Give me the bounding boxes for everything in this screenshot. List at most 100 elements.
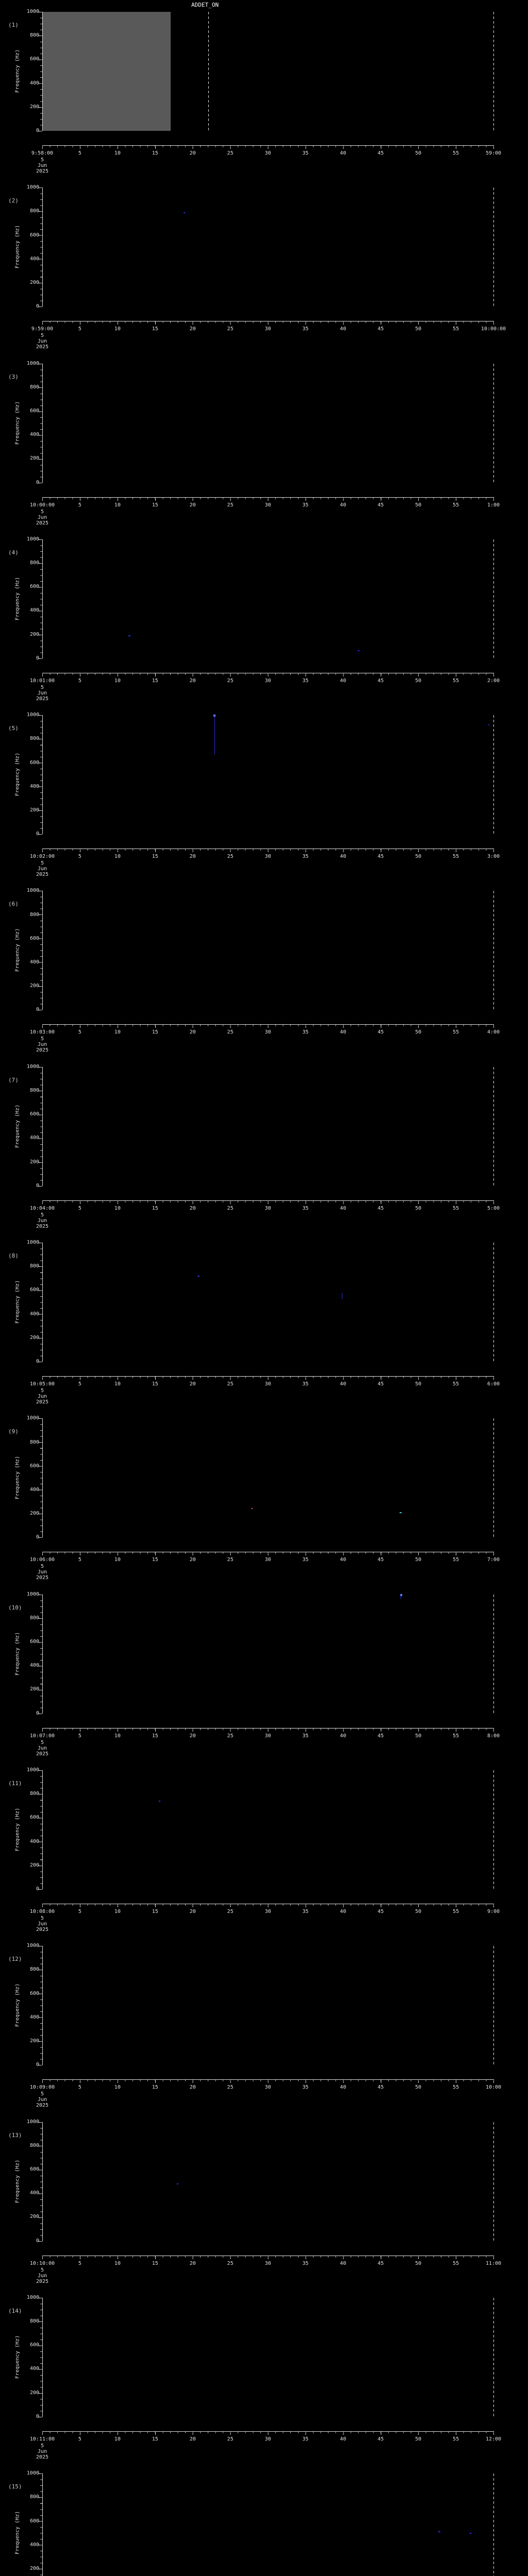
x-tick-label: 10 (114, 1029, 121, 1036)
y-tick-label: 400 (29, 2541, 39, 2548)
x-tick-label: 10 (114, 677, 121, 684)
panel-index-label: (14) (8, 2307, 22, 2314)
x-tick-label: 55 (453, 502, 459, 508)
y-tick-label: 600 (29, 1111, 39, 1117)
dashed-time-marker (493, 2122, 494, 2241)
y-axis-minor-ticks (40, 188, 42, 308)
y-axis-minor-ticks (40, 715, 42, 835)
x-axis-minor-ticks (42, 2431, 494, 2433)
x-tick-label: 5 (78, 326, 81, 332)
x-end-time-label: 10:00 (485, 2084, 502, 2091)
x-tick-label: 50 (415, 2436, 422, 2442)
spectrogram-panel-10: (10) Frequency (Hz) 1000 800 600 400 200 0 10… (0, 1583, 528, 1758)
panel-index-label: (9) (8, 1428, 19, 1435)
x-axis-major-ticks (42, 673, 494, 676)
date-month: Jun (37, 1217, 47, 1224)
date-day: 5 (40, 2267, 44, 2273)
y-tick-label: 200 (29, 280, 39, 286)
x-axis-major-ticks (42, 1728, 494, 1732)
panel-index-label: (7) (8, 1076, 19, 1083)
x-axis-minor-ticks (42, 321, 494, 324)
y-tick-label: 0 (36, 655, 39, 661)
x-axis-minor-ticks (42, 146, 494, 147)
date-year: 2025 (36, 2454, 49, 2460)
date-month: Jun (37, 2097, 47, 2103)
y-axis-minor-ticks (40, 1243, 42, 1363)
y-tick-label: 800 (29, 208, 39, 214)
spectrogram-panel-6: (6) Frequency (Hz) 1000 800 600 400 200 0 10:… (0, 879, 528, 1055)
date-year: 2025 (36, 344, 49, 350)
x-tick-label: 10 (114, 1908, 121, 1914)
x-tick-label: 50 (415, 1029, 422, 1036)
y-tick-label: 600 (29, 2518, 39, 2524)
y-tick-label: 600 (29, 2342, 39, 2348)
y-tick-label: 400 (29, 2366, 39, 2372)
panel-index-label: (12) (8, 1956, 22, 1963)
x-axis-major-ticks (42, 1377, 494, 1380)
x-tick-label: 10 (114, 1205, 121, 1211)
date-month: Jun (37, 1569, 47, 1575)
x-tick-label: 10 (114, 502, 121, 508)
x-tick-label: 35 (302, 1205, 309, 1211)
x-tick-label: 10 (114, 2436, 121, 2442)
x-tick-label: 35 (302, 1029, 309, 1036)
x-tick-label: 35 (302, 677, 309, 684)
y-axis-minor-ticks (40, 2297, 42, 2417)
x-start-time-label: 10:08:00 (29, 1908, 55, 1914)
y-axis-minor-ticks (40, 1770, 42, 1890)
y-axis-minor-ticks (40, 1066, 42, 1187)
dashed-time-marker (493, 1770, 494, 1889)
y-tick-label: 0 (36, 1007, 39, 1013)
y-axis-minor-ticks (40, 1418, 42, 1538)
y-axis-minor-ticks (40, 539, 42, 659)
x-axis-major-ticks (42, 1904, 494, 1907)
x-tick-label: 5 (78, 1908, 81, 1914)
x-end-time-label: 3:00 (487, 854, 500, 860)
x-tick-label: 35 (302, 1557, 309, 1563)
x-tick-label: 40 (340, 326, 346, 332)
x-tick-label: 10 (114, 150, 121, 156)
x-tick-label: 45 (377, 2260, 384, 2266)
x-tick-label: 15 (152, 150, 158, 156)
x-tick-label: 50 (415, 854, 422, 860)
x-tick-label: 20 (189, 2260, 196, 2266)
x-tick-label: 35 (302, 326, 309, 332)
x-end-time-label: 8:00 (487, 1733, 500, 1739)
x-tick-label: 40 (340, 2084, 346, 2091)
x-tick-label: 20 (189, 2084, 196, 2091)
date-month: Jun (37, 338, 47, 345)
dashed-time-marker (493, 363, 494, 483)
x-tick-label: 25 (227, 2436, 234, 2442)
x-tick-label: 45 (377, 1381, 384, 1387)
spectrogram-plot-area (42, 1066, 494, 1186)
y-tick-label: 200 (29, 2389, 39, 2396)
x-tick-label: 15 (152, 1557, 158, 1563)
x-tick-label: 5 (78, 1205, 81, 1211)
spectrogram-panel-7: (7) Frequency (Hz) 1000 800 600 400 200 0 10:… (0, 1055, 528, 1231)
date-day: 5 (40, 1388, 44, 1394)
x-tick-label: 15 (152, 854, 158, 860)
spectrogram-plot-area (42, 188, 494, 307)
x-tick-label: 40 (340, 1557, 346, 1563)
x-tick-label: 10 (114, 2260, 121, 2266)
x-tick-label: 20 (189, 1733, 196, 1739)
y-tick-label: 0 (36, 1534, 39, 1540)
y-tick-label: 200 (29, 455, 39, 462)
panel-index-label: (6) (8, 901, 19, 908)
x-tick-label: 45 (377, 502, 384, 508)
dashed-time-marker (493, 2473, 494, 2576)
detection-marker (251, 1507, 253, 1509)
spectrogram-plot-area (42, 1946, 494, 2065)
x-tick-label: 10 (114, 854, 121, 860)
x-axis-major-ticks (42, 146, 494, 149)
x-tick-label: 30 (265, 677, 271, 684)
x-tick-label: 5 (78, 677, 81, 684)
x-start-time-label: 10:00:00 (29, 502, 55, 508)
y-tick-label: 0 (36, 303, 39, 310)
y-axis-minor-ticks (40, 1594, 42, 1714)
date-year: 2025 (36, 520, 49, 526)
x-end-time-label: 12:00 (485, 2436, 502, 2442)
y-tick-label: 600 (29, 935, 39, 941)
x-tick-label: 50 (415, 326, 422, 332)
